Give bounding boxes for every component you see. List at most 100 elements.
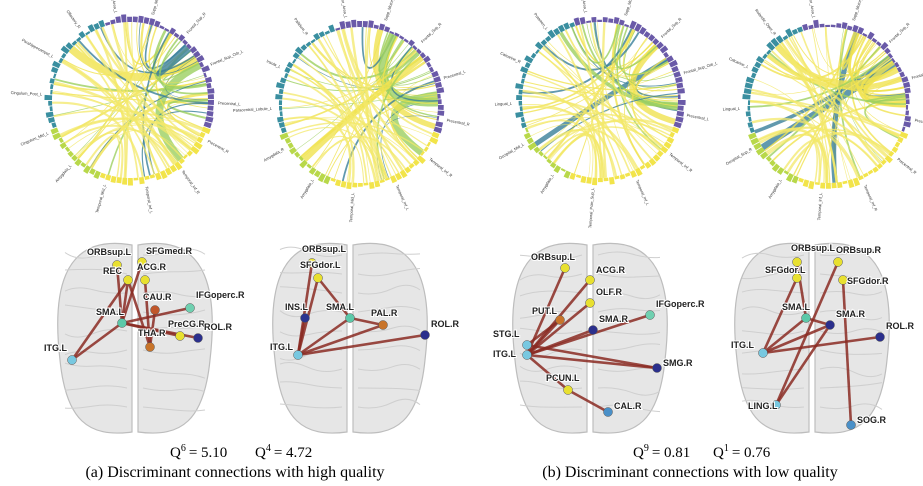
node-label: SOG.R: [857, 415, 887, 425]
chord-arc: [292, 59, 296, 64]
chord-arc: [294, 152, 300, 158]
q-index: 9: [644, 443, 649, 454]
chord-arc: [139, 177, 145, 184]
chord-arc: [516, 95, 522, 100]
chord-arc: [435, 121, 443, 127]
brain-node: [759, 349, 768, 358]
chord-arc: [339, 21, 345, 29]
chord-arc: [277, 117, 284, 123]
caption: (b) Discriminant connections with low qu…: [542, 464, 838, 481]
chord-label: Precentral_L: [443, 69, 467, 81]
node-label: ACG.R: [596, 265, 626, 275]
chord-arc: [404, 38, 409, 43]
chord-arc: [275, 94, 282, 100]
chord-label: Supp_Motor_Area_R: [623, 0, 639, 16]
node-label: STG.L: [493, 329, 520, 339]
chord-arc: [206, 111, 213, 117]
chord-arc: [122, 178, 127, 185]
brain-node: [124, 276, 133, 285]
brain-node: [561, 264, 570, 273]
chord-label: Cingulum_Mid_L: [20, 130, 50, 147]
chord-arc: [742, 94, 750, 100]
chord-arc: [586, 177, 592, 184]
chord-arc: [197, 137, 204, 144]
q-symbol: Q: [170, 445, 181, 461]
chord-label: Olfactory_R: [65, 9, 81, 29]
chord-arc: [205, 116, 213, 122]
chord-arc: [183, 154, 188, 159]
chord-arc: [105, 174, 111, 180]
chord-arc: [280, 77, 286, 83]
node-label: IFGoperc.R: [656, 299, 705, 309]
chord-arc: [543, 155, 548, 160]
chord-arc: [515, 83, 523, 89]
chord-arc: [437, 110, 444, 115]
chord-arc: [837, 182, 843, 188]
chord-arc: [901, 76, 908, 82]
chord-arc: [748, 100, 750, 105]
chord-arc: [374, 25, 379, 30]
chord-arc: [591, 17, 596, 22]
chord-arc: [206, 83, 211, 88]
chord-arc: [609, 177, 615, 185]
chord-arc: [751, 72, 756, 78]
chord-diagram: Supp_Motor_Area_LSupp_Motor_Area_RFronta…: [723, 0, 923, 220]
q-index: 4: [266, 443, 271, 454]
chord-arc: [335, 179, 341, 186]
chord-arc: [208, 100, 214, 105]
brain-node: [523, 351, 532, 360]
chord-arc: [904, 88, 910, 94]
chord-arc: [368, 20, 374, 28]
chord-label: Frontal_Sup_Orb_L: [911, 65, 923, 80]
chord-arc: [678, 94, 681, 99]
chord-arc: [346, 182, 352, 189]
chord-arc: [522, 73, 527, 79]
node-label: ORBsup.L: [302, 244, 347, 254]
chord-arc: [93, 23, 100, 30]
chord-arc: [569, 173, 576, 180]
chord-arc: [798, 178, 804, 183]
chord-label: Supp_Motor_Area_L: [107, 0, 118, 14]
chord-label: Precentral_L: [686, 113, 710, 122]
node-label: SFGdor.R: [847, 276, 889, 286]
brain-node: [346, 314, 355, 323]
brain-node: [586, 299, 595, 308]
chord-arc: [863, 173, 869, 178]
chord-arc: [279, 89, 284, 94]
chord-arc: [904, 116, 911, 122]
chord-arc: [159, 25, 164, 29]
node-label: CAU.R: [143, 292, 172, 302]
chord-arc: [614, 17, 620, 24]
chord-arc: [762, 53, 767, 59]
chord-arc: [110, 19, 115, 24]
chord-arc: [429, 67, 434, 73]
chord-arc: [847, 26, 853, 31]
chord-diagram: Supp_Motor_Area_LSupp_Motor_Area_RFronta…: [495, 0, 719, 228]
chord-arc: [48, 101, 52, 106]
brain-node: [301, 314, 310, 323]
node-label: ROL.R: [886, 321, 914, 331]
chord-arc: [625, 172, 631, 177]
node-label: PCUN.L: [546, 373, 580, 383]
chord-arc: [319, 31, 325, 37]
chord-label: Supp_Motor_Area_L: [577, 0, 588, 14]
chord-arc: [205, 77, 212, 83]
chord-label: Precentral_R: [896, 157, 917, 176]
chord-label: Amygdala_L: [767, 177, 783, 199]
chord-arc: [369, 182, 375, 189]
chord-arc: [597, 20, 602, 22]
chord-label: Cingulum_Post_L: [11, 90, 44, 97]
brain-node: [604, 408, 613, 417]
brain-node: [847, 421, 856, 430]
chord-arc: [905, 94, 909, 99]
node-label: ITG.L: [731, 340, 754, 350]
chord-label: Temporal_Inf_L: [144, 186, 154, 215]
chord-arc: [521, 117, 525, 122]
chord-arc: [525, 62, 531, 68]
chord-arc: [436, 87, 444, 93]
brain-node: [314, 274, 323, 283]
brain-node: [876, 333, 885, 342]
quality-score: Q6= 5.10: [170, 443, 227, 461]
brain-node: [826, 321, 835, 330]
node-label: SMG.R: [663, 358, 693, 368]
